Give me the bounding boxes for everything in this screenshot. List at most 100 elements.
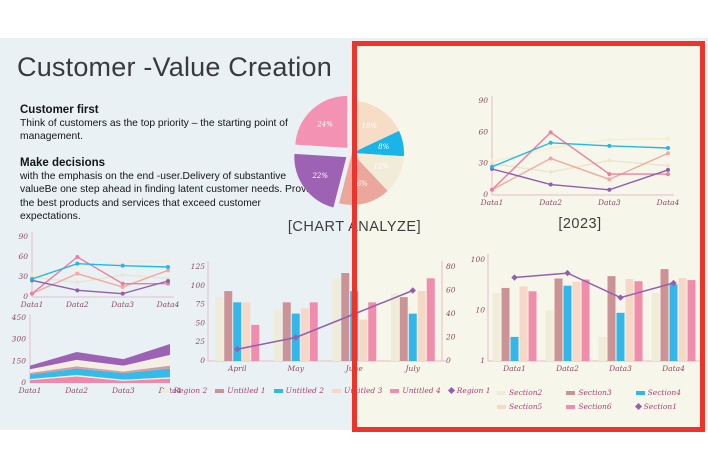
legend-label: Region 2	[173, 386, 208, 395]
svg-text:0: 0	[200, 356, 205, 365]
pie-slice-18%: 18%	[352, 101, 400, 153]
legend-label: Untitled 1	[227, 386, 266, 395]
section-body-make-decisions: with the emphasis on the end -user.Deliv…	[20, 170, 320, 222]
svg-text:8%: 8%	[378, 143, 389, 151]
highlight-region-fill	[352, 41, 705, 432]
svg-text:60: 60	[18, 252, 28, 261]
bar-series-Section6	[528, 279, 696, 361]
svg-text:150: 150	[12, 356, 27, 365]
svg-text:Data3: Data3	[111, 386, 135, 395]
legend-item-region-2: Region 2	[161, 386, 207, 395]
bar-series-Section2	[492, 293, 660, 361]
section-heading-customer-first: Customer first	[20, 104, 99, 116]
svg-text:0: 0	[21, 378, 26, 387]
svg-text:July: July	[404, 364, 421, 373]
legend-label: Section4	[647, 388, 681, 397]
svg-text:60: 60	[478, 127, 488, 136]
svg-text:Data1: Data1	[502, 364, 526, 373]
pie-slice-12%: 12%	[352, 153, 404, 191]
bar-swatch	[332, 388, 341, 393]
legend-item-untitled-4: Untitled 4	[390, 386, 441, 395]
legend-label: Untitled 3	[344, 386, 383, 395]
legend-label: Section1	[643, 402, 677, 411]
svg-text:Data3: Data3	[608, 364, 632, 373]
bar-swatch	[497, 390, 506, 395]
svg-text:30: 30	[18, 272, 28, 281]
line-series-Section1	[511, 269, 677, 301]
line-series-cyan	[490, 140, 670, 169]
bar-swatch	[566, 404, 576, 409]
section-heading-make-decisions: Make decisions	[20, 156, 106, 169]
pie-slice-22%: 22%	[294, 153, 347, 208]
svg-text:75: 75	[195, 300, 205, 309]
legend-label: Region 1	[456, 386, 491, 395]
legend-monthly: Region 2 Untitled 1 Untitled 2 Untitled 3 Un…	[161, 386, 491, 395]
line-chart-2023: 0 30 60 90 Data1 Data2 Data3 Data4	[478, 96, 680, 207]
svg-text:May: May	[287, 364, 305, 373]
area-series-cream	[30, 375, 170, 381]
svg-text:22%: 22%	[311, 172, 328, 180]
area-series-ivory	[30, 354, 170, 373]
svg-text:300: 300	[12, 335, 27, 344]
svg-text:Data1: Data1	[18, 386, 42, 395]
line-series-cyan	[30, 261, 170, 281]
svg-text:Data3: Data3	[597, 198, 621, 207]
svg-text:20: 20	[445, 333, 456, 342]
legend-item-untitled-2: Untitled 2	[273, 386, 324, 395]
page-title: Customer -Value Creation	[17, 52, 332, 82]
area-series-cyan	[30, 368, 170, 380]
bar-series-Section3	[501, 269, 669, 361]
legend-item-section5: Section5	[497, 402, 566, 411]
legend-item-untitled-3: Untitled 3	[332, 386, 382, 395]
svg-text:90: 90	[18, 232, 28, 241]
pie-slice-24%: 24%	[295, 95, 348, 148]
line-chart-small: 0 30 60 90 Data1 Data2 Data3 Data4	[18, 232, 180, 309]
pie-slice-8%: 8%	[352, 130, 404, 157]
legend-label: Untitled 4	[402, 386, 441, 395]
svg-text:80: 80	[446, 262, 456, 271]
svg-text:50: 50	[195, 318, 205, 327]
legend-label: Section3	[578, 388, 612, 397]
legend-item-section3: Section3	[566, 388, 635, 397]
svg-text:Data2: Data2	[538, 198, 562, 207]
svg-text:Data3: Data3	[110, 300, 134, 309]
svg-text:18%: 18%	[361, 122, 377, 130]
area-series-mauve	[30, 365, 170, 375]
area-chart: 0150300450Data1Data2Data3Data4	[11, 313, 182, 395]
svg-text:Data2: Data2	[555, 364, 579, 373]
svg-text:Data1: Data1	[480, 198, 504, 207]
line-series-pink	[490, 130, 670, 192]
svg-text:90: 90	[478, 96, 488, 105]
area-series-purple	[30, 344, 170, 370]
line-series-pink	[30, 255, 170, 296]
svg-text:Data4: Data4	[656, 198, 680, 207]
svg-text:60: 60	[446, 286, 456, 295]
svg-text:Data1: Data1	[20, 300, 44, 309]
legend-item-untitled-1: Untitled 1	[215, 386, 266, 395]
svg-text:25: 25	[194, 337, 205, 346]
svg-text:0: 0	[446, 356, 451, 365]
bar-swatch	[635, 390, 645, 395]
svg-text:April: April	[227, 364, 247, 373]
svg-text:Data2: Data2	[64, 386, 88, 395]
section-body-customer-first: Think of customers as the top priority –…	[20, 118, 288, 143]
svg-text:100: 100	[191, 281, 206, 290]
legend-item-section4: Section4	[635, 388, 705, 397]
legend-item-section2: Section2	[497, 388, 566, 397]
bar-series-Section5	[519, 278, 687, 361]
text-block: Customer first Think of customers as the…	[20, 104, 322, 236]
svg-text:125: 125	[191, 262, 206, 271]
svg-text:30: 30	[478, 159, 488, 168]
bar-series-Section4	[510, 284, 678, 361]
bar-swatch	[161, 388, 171, 393]
legend-label: Untitled 2	[285, 386, 324, 395]
legend-item-region-1: Region 1	[447, 386, 491, 395]
highlight-frame	[352, 41, 705, 432]
svg-text:Data2: Data2	[65, 300, 89, 309]
svg-text:12%: 12%	[373, 163, 389, 171]
pie-slice-16%: 16%	[339, 153, 388, 205]
line-series-beige	[489, 158, 671, 175]
svg-text:10: 10	[475, 306, 485, 315]
bar-series-Untitled 4	[251, 278, 435, 361]
legend-label: Section6	[578, 402, 612, 411]
